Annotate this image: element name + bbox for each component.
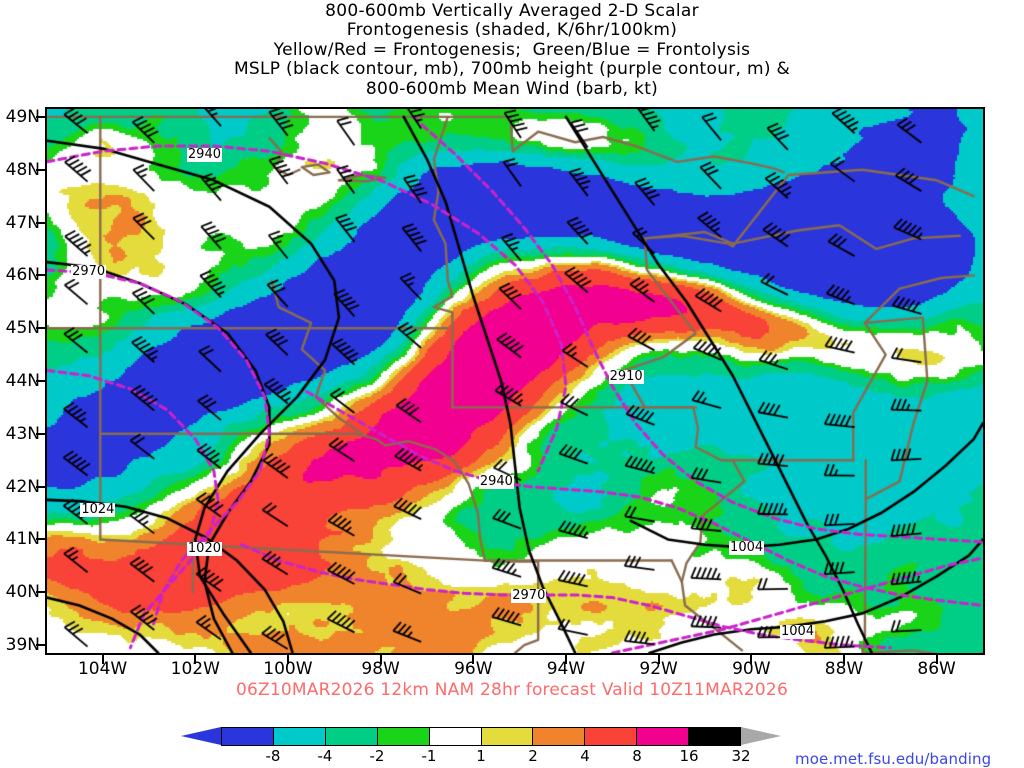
y-axis-tick-label: 39N (5, 635, 40, 656)
colorbar-tick-label: -1 (421, 747, 437, 765)
x-axis-tick-label: 96W (454, 659, 493, 679)
y-axis-tick-mark (36, 538, 45, 541)
y-axis-tick-mark (36, 115, 45, 118)
colorbar-under-arrow (181, 727, 221, 745)
colorbar-tick-label: -8 (265, 747, 281, 765)
mslp-contour-label: 1004 (780, 623, 816, 639)
title-line-1: 800-600mb Vertically Averaged 2-D Scalar (325, 1, 699, 21)
forecast-caption: 06Z10MAR2026 12km NAM 28hr forecast Vali… (236, 680, 788, 700)
y-axis-tick-label: 46N (5, 265, 40, 286)
title-line-4: MSLP (black contour, mb), 700mb height (… (233, 59, 791, 80)
x-axis-tick-label: 104W (77, 659, 128, 679)
mslp-contour-label: 1024 (80, 502, 116, 518)
title-line-2: Frontogenesis (shaded, K/6hr/100km) (346, 20, 678, 41)
height-contour-label: 2940 (478, 474, 514, 490)
y-axis-tick-label: 48N (5, 159, 40, 180)
x-axis-tick-mark (101, 655, 104, 664)
x-axis-tick-mark (472, 655, 475, 664)
frontogenesis-shading-canvas (47, 109, 983, 653)
y-axis-tick-label: 40N (5, 582, 40, 603)
x-axis-tick-label: 88W (824, 659, 864, 679)
colorbar-tick-label: 1 (476, 747, 486, 765)
x-axis-tick-mark (194, 655, 197, 664)
colorbar-tick-label: 2 (528, 747, 538, 765)
y-axis-tick-mark (36, 274, 45, 277)
y-axis-tick-label: 42N (5, 476, 40, 497)
y-axis-tick-mark (36, 485, 45, 488)
chart-title: 800-600mb Vertically Averaged 2-D Scalar… (0, 1, 1024, 99)
y-axis-tick-label: 43N (5, 423, 40, 444)
colorbar-segment (637, 728, 690, 745)
x-axis-tick-mark (564, 655, 567, 664)
height-contour-label: 2970 (71, 263, 107, 279)
colorbar-segment (533, 728, 586, 745)
colorbar-tick-label: 32 (731, 747, 751, 765)
colorbar: -8 -4 -2 -1 1 2 4 8 16 32 (181, 727, 781, 765)
x-axis-tick-mark (379, 655, 382, 664)
source-watermark: moe.met.fsu.edu/banding (795, 750, 992, 768)
x-axis-tick-mark (750, 655, 753, 664)
x-axis-tick-label: 102W (170, 659, 220, 679)
colorbar-tick-label: -4 (317, 747, 333, 765)
height-contour-label: 2970 (511, 588, 547, 604)
y-axis-tick-label: 41N (5, 529, 40, 550)
colorbar-segment (689, 728, 741, 745)
y-axis-tick-mark (36, 168, 45, 171)
y-axis-tick-label: 47N (5, 212, 40, 233)
mslp-contour-label: 1020 (186, 540, 222, 556)
y-axis-tick-label: 49N (5, 106, 40, 127)
x-axis-tick-mark (286, 655, 289, 664)
x-axis-tick-label: 92W (639, 659, 678, 679)
height-contour-label: 2910 (608, 368, 644, 384)
x-axis-tick-mark (935, 655, 938, 664)
colorbar-segment (325, 728, 378, 745)
y-axis-tick-mark (36, 432, 45, 435)
height-contour-label: 2940 (186, 146, 222, 162)
y-axis-tick-mark (36, 221, 45, 224)
x-axis-tick-mark (657, 655, 660, 664)
x-axis-tick-label: 90W (732, 659, 771, 679)
x-axis-tick-mark (842, 655, 845, 664)
colorbar-tick-label: 16 (679, 747, 699, 765)
mslp-contour-label: 1004 (729, 540, 765, 556)
y-axis-tick-mark (36, 644, 45, 647)
title-line-3: Yellow/Red = Frontogenesis; Green/Blue =… (273, 39, 751, 60)
colorbar-segment (585, 728, 638, 745)
colorbar-segment (481, 728, 534, 745)
x-axis-tick-label: 94W (546, 659, 586, 679)
colorbar-segments (221, 727, 741, 746)
colorbar-segment (377, 728, 430, 745)
colorbar-tick-label: 8 (632, 747, 642, 765)
colorbar-segment (222, 728, 274, 745)
colorbar-tick-label: 4 (580, 747, 590, 765)
x-axis-tick-label: 86W (917, 659, 956, 679)
colorbar-over-arrow (741, 727, 781, 745)
x-axis-tick-label: 98W (361, 659, 400, 679)
title-line-5: 800-600mb Mean Wind (barb, kt) (365, 78, 659, 99)
y-axis-tick-mark (36, 327, 45, 330)
map-plot-area: 1024 1020 1004 1004 2940 2970 2910 2940 2970 (45, 107, 985, 655)
y-axis-tick-label: 45N (5, 318, 40, 339)
colorbar-tick-label: -2 (369, 747, 385, 765)
y-axis-tick-mark (36, 380, 45, 382)
colorbar-segment (273, 728, 326, 745)
y-axis-tick-mark (36, 591, 45, 594)
x-axis-tick-label: 100W (263, 659, 313, 679)
y-axis-tick-label: 44N (5, 371, 40, 391)
colorbar-segment (429, 728, 482, 745)
